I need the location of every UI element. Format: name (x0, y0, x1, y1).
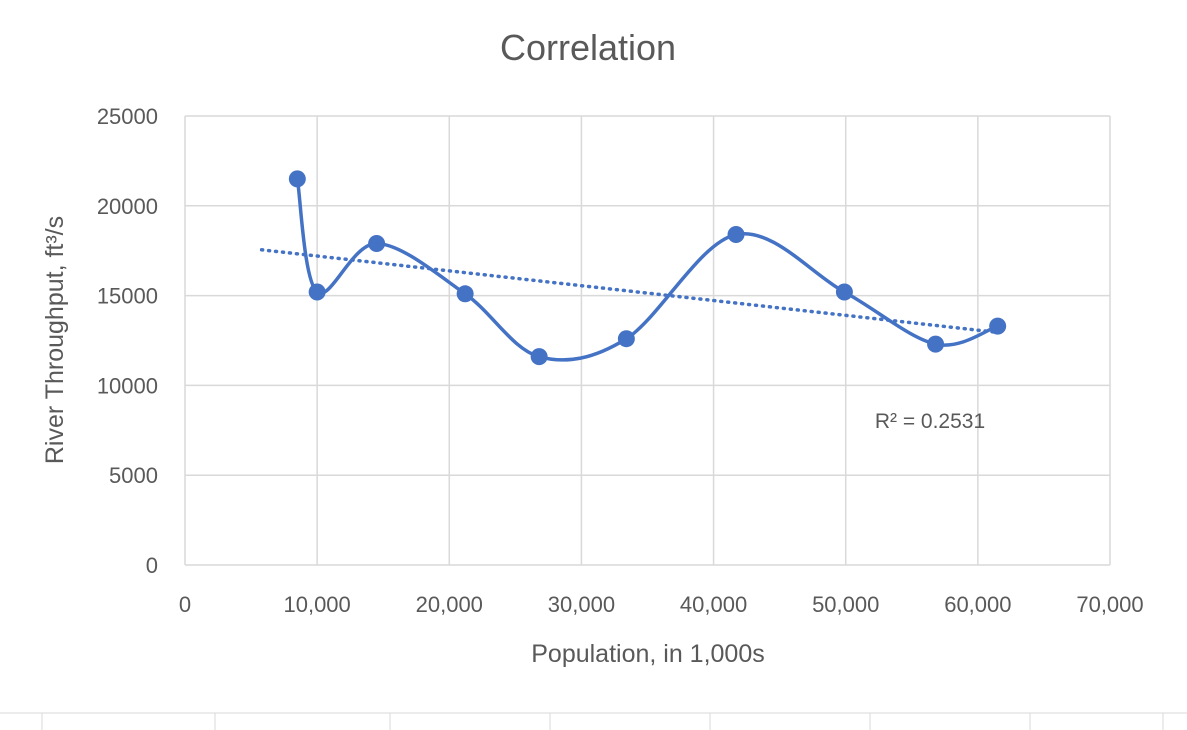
data-point (288, 170, 306, 188)
data-point (308, 283, 326, 301)
y-tick-label: 5000 (109, 463, 158, 488)
x-tick-label: 30,000 (548, 592, 615, 617)
trendline-group (259, 248, 1000, 335)
y-tick-label: 20000 (97, 194, 158, 219)
data-point (368, 235, 386, 253)
data-point (835, 283, 853, 301)
data-point (989, 317, 1007, 335)
tick-labels: 0 10,000 20,000 30,000 40,000 50,000 60,000 70,… (97, 104, 1144, 617)
data-point (927, 335, 945, 353)
y-axis-title: River Throughput, ft³/s (41, 216, 69, 464)
x-tick-label: 20,000 (416, 592, 483, 617)
data-point (727, 226, 745, 244)
x-tick-label: 10,000 (283, 592, 350, 617)
data-point (456, 285, 474, 303)
data-point (530, 348, 548, 366)
x-tick-label: 40,000 (680, 592, 747, 617)
x-axis-title: Population, in 1,000s (531, 640, 765, 668)
x-tick-label: 60,000 (944, 592, 1011, 617)
gridlines (184, 115, 1111, 566)
y-tick-label: 25000 (97, 104, 158, 129)
y-tick-label: 0 (146, 553, 158, 578)
x-tick-label: 50,000 (812, 592, 879, 617)
r-squared-label: R² = 0.2531 (875, 410, 985, 433)
sheet-gridlines (0, 712, 1187, 730)
series-line (295, 178, 999, 362)
series-group (288, 170, 1007, 366)
chart-title: Correlation (500, 27, 676, 68)
data-point (617, 330, 635, 348)
x-tick-label: 0 (179, 592, 191, 617)
y-tick-label: 10000 (97, 373, 158, 398)
trendline (259, 248, 1000, 335)
y-tick-label: 15000 (97, 284, 158, 309)
x-tick-label: 70,000 (1076, 592, 1143, 617)
